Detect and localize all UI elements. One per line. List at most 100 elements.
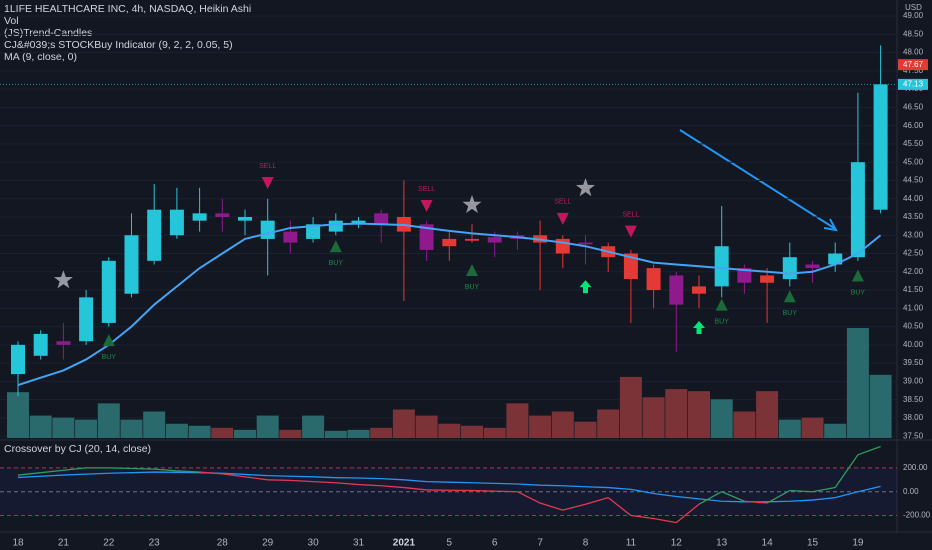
x-tick-label: 28 (217, 538, 229, 549)
sell-marker (261, 177, 274, 190)
volume-bar (7, 392, 29, 438)
osc-fast-segment (199, 471, 223, 475)
volume-bar (415, 415, 438, 438)
volume-bar (619, 376, 642, 438)
arrow-marker (693, 321, 705, 335)
price-tag-label: 47.13 (903, 79, 924, 88)
osc-fast-segment (721, 491, 745, 502)
volume-bar (824, 423, 847, 438)
volume-bar (165, 423, 188, 438)
osc-tick-label: 200.00 (903, 463, 928, 472)
y-tick-label: 43.50 (903, 212, 924, 221)
buy-label: BUY (783, 310, 798, 317)
candle-body (351, 220, 366, 225)
volume-bar (347, 429, 370, 438)
price-tag (898, 78, 928, 90)
x-tick-label: 12 (671, 538, 683, 549)
candle-body (669, 275, 684, 305)
candle-body (828, 253, 843, 265)
buy-marker (715, 298, 728, 311)
volume-bar (506, 403, 529, 438)
y-tick-label: 40.00 (903, 340, 924, 349)
volume-bar (846, 328, 869, 438)
x-tick-label: 7 (537, 538, 543, 549)
x-tick-label: 13 (716, 538, 728, 549)
candle-body (147, 209, 162, 261)
osc-fast-segment (653, 517, 677, 524)
osc-fast-segment (63, 467, 87, 471)
y-tick-label: 44.00 (903, 194, 924, 203)
legend-line: (JS)Trend-Candles (4, 27, 92, 39)
osc-fast-segment (381, 485, 404, 489)
volume-bar (483, 427, 506, 438)
candle-body (238, 216, 252, 221)
osc-fast-segment (812, 486, 836, 493)
osc-fast-segment (267, 479, 291, 482)
arrow-marker (579, 280, 592, 294)
volume-bar (778, 419, 801, 438)
x-tick-label: 18 (12, 538, 24, 549)
osc-fast-segment (789, 489, 813, 493)
sell-marker (556, 212, 569, 225)
volume-bar (120, 419, 143, 438)
candle-body (79, 297, 94, 342)
volume-bar (688, 391, 710, 438)
volume-bar (710, 399, 733, 438)
legend-line: Vol (4, 15, 19, 27)
x-tick-label: 21 (58, 538, 70, 549)
x-tick-label: 5 (447, 538, 453, 549)
osc-slow-line (17, 471, 881, 503)
sell-marker (624, 225, 637, 238)
osc-tick-label: 0.00 (903, 487, 919, 496)
volume-bar (75, 419, 98, 438)
volume-bar (733, 411, 756, 438)
legend-line: CJ&#039;s STOCKBuy Indicator (9, 2, 2, 0… (4, 39, 233, 51)
volume-bar (256, 415, 279, 438)
candle-body (419, 224, 434, 250)
sell-marker (420, 200, 433, 213)
candle-body (56, 341, 71, 345)
osc-tick-label: -200.00 (903, 511, 931, 520)
candle-body (805, 264, 820, 269)
volume-bar (234, 429, 256, 438)
volume-bar (665, 389, 688, 438)
volume-bar (529, 415, 552, 438)
candle-body (442, 238, 457, 247)
volume-bar (302, 415, 325, 438)
volume-bar (211, 427, 234, 438)
y-tick-label: 46.50 (903, 103, 924, 112)
sell-label: SELL (622, 211, 639, 218)
osc-fast-segment (607, 497, 632, 517)
buy-label: BUY (465, 284, 480, 291)
y-tick-label: 39.00 (903, 376, 924, 385)
candle-body (714, 246, 729, 287)
sell-label: SELL (259, 163, 276, 170)
volume-bar (756, 391, 779, 438)
volume-bar (29, 415, 52, 438)
candle-body (215, 213, 230, 217)
y-tick-label: 43.00 (903, 230, 924, 239)
chart-title: 1LIFE HEALTHCARE INC, 4h, NASDAQ, Heikin… (4, 3, 251, 15)
volume-bar (642, 397, 665, 438)
y-tick-label: 44.50 (903, 176, 924, 185)
y-tick-label: 48.50 (903, 29, 924, 38)
osc-fast-segment (834, 454, 859, 488)
candle-body (737, 268, 752, 283)
sell-label: SELL (418, 186, 435, 193)
annotation-arrow (679, 129, 838, 232)
osc-fast-segment (675, 503, 700, 524)
x-tick-label: 19 (852, 538, 864, 549)
x-tick-label: 11 (626, 538, 637, 549)
y-tick-label: 41.50 (903, 285, 924, 294)
osc-fast-segment (335, 482, 359, 486)
osc-fast-segment (108, 467, 132, 470)
y-tick-label: 38.00 (903, 413, 924, 422)
volume-bar (801, 417, 824, 438)
candle-body (623, 253, 638, 280)
oscillator-title: Crossover by CJ (20, 14, close) (4, 443, 151, 455)
osc-fast-segment (471, 489, 495, 492)
buy-label: BUY (851, 289, 866, 296)
volume-bar (574, 421, 597, 438)
volume-bar (438, 423, 461, 438)
